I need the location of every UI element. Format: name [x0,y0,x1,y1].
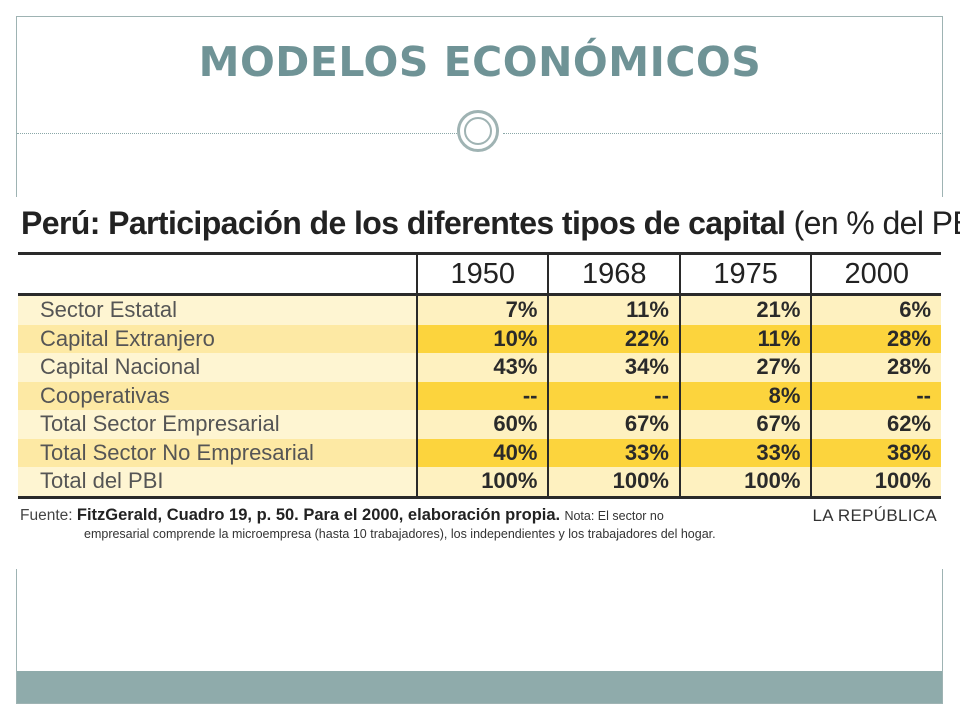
cell-value: -- [415,381,549,410]
cell-value: 38% [810,438,941,467]
row-label: Total del PBI [18,467,417,497]
cell-value: 62% [810,410,941,439]
cell-value: 27% [678,353,812,382]
cell-value: 67% [547,410,680,439]
table-row-total-sector-empresarial: Total Sector Empresarial 60% 67% 67% 62% [18,410,941,439]
cell-value: 100% [415,467,549,497]
cell-value: 40% [415,438,549,467]
cell-value: -- [547,381,680,410]
cell-value: 28% [810,353,941,382]
row-label: Cooperativas [18,381,417,410]
source-note: Fuente: FitzGerald, Cuadro 19, p. 50. Pa… [20,506,940,541]
footer-bar [17,671,942,703]
table-row-cooperativas: Cooperativas -- -- 8% -- [18,381,941,410]
cell-value: 100% [547,467,680,497]
table-row-capital-nacional: Capital Nacional 43% 34% 27% 28% [18,353,941,382]
header-blank [18,253,417,296]
table-row-total-sector-no-empresarial: Total Sector No Empresarial 40% 33% 33% … [18,438,941,467]
row-label: Sector Estatal [18,294,417,325]
cell-value: 11% [678,324,812,353]
source-note-continuation: empresarial comprende la microempresa (h… [84,527,716,541]
figure-title-unit: (en % del PBI) [793,205,960,241]
cell-value: 33% [678,438,812,467]
column-header-1950: 1950 [415,253,549,296]
brand-credit: LA REPÚBLICA [812,506,937,525]
cell-value: -- [810,381,941,410]
title-divider-left [17,133,457,134]
table-row-capital-extranjero: Capital Extranjero 10% 22% 11% 28% [18,324,941,353]
cell-value: 67% [678,410,812,439]
cell-value: 10% [415,324,549,353]
figure-title: Perú: Participación de los diferentes ti… [21,205,960,242]
ring-ornament-icon [457,110,499,152]
capital-table: 1950 1968 1975 2000 Sector Estatal 7% 11… [18,252,941,499]
cell-value: 60% [415,410,549,439]
source-label: Fuente: [20,507,73,524]
source-citation: FitzGerald, Cuadro 19, p. 50. Para el 20… [76,506,561,524]
table-row-sector-estatal: Sector Estatal 7% 11% 21% 6% [18,294,941,325]
cell-value: 7% [415,294,549,325]
slide-title: MODELOS ECONÓMICOS [198,38,762,86]
cell-value: 21% [678,294,812,325]
cell-value: 22% [547,324,680,353]
cell-value: 33% [547,438,680,467]
cell-value: 8% [678,381,812,410]
cell-value: 6% [810,294,941,325]
cell-value: 34% [547,353,680,382]
cell-value: 11% [547,294,680,325]
cell-value: 100% [810,467,941,497]
column-header-2000: 2000 [810,253,941,296]
table-row-total-del-pbi: Total del PBI 100% 100% 100% 100% [18,467,941,497]
cell-value: 100% [678,467,812,497]
figure-title-main: Perú: Participación de los diferentes ti… [21,205,786,241]
title-divider-right [503,133,943,134]
row-label: Capital Extranjero [18,324,417,353]
cell-value: 28% [810,324,941,353]
source-note-start: Nota: El sector no [564,509,664,523]
table-header-row: 1950 1968 1975 2000 [18,253,941,296]
row-label: Total Sector Empresarial [18,410,417,439]
row-label: Capital Nacional [18,353,417,382]
row-label: Total Sector No Empresarial [18,438,417,467]
capital-table-figure: Perú: Participación de los diferentes ti… [16,197,960,569]
column-header-1975: 1975 [678,253,812,296]
cell-value: 43% [415,353,549,382]
column-header-1968: 1968 [547,253,680,296]
